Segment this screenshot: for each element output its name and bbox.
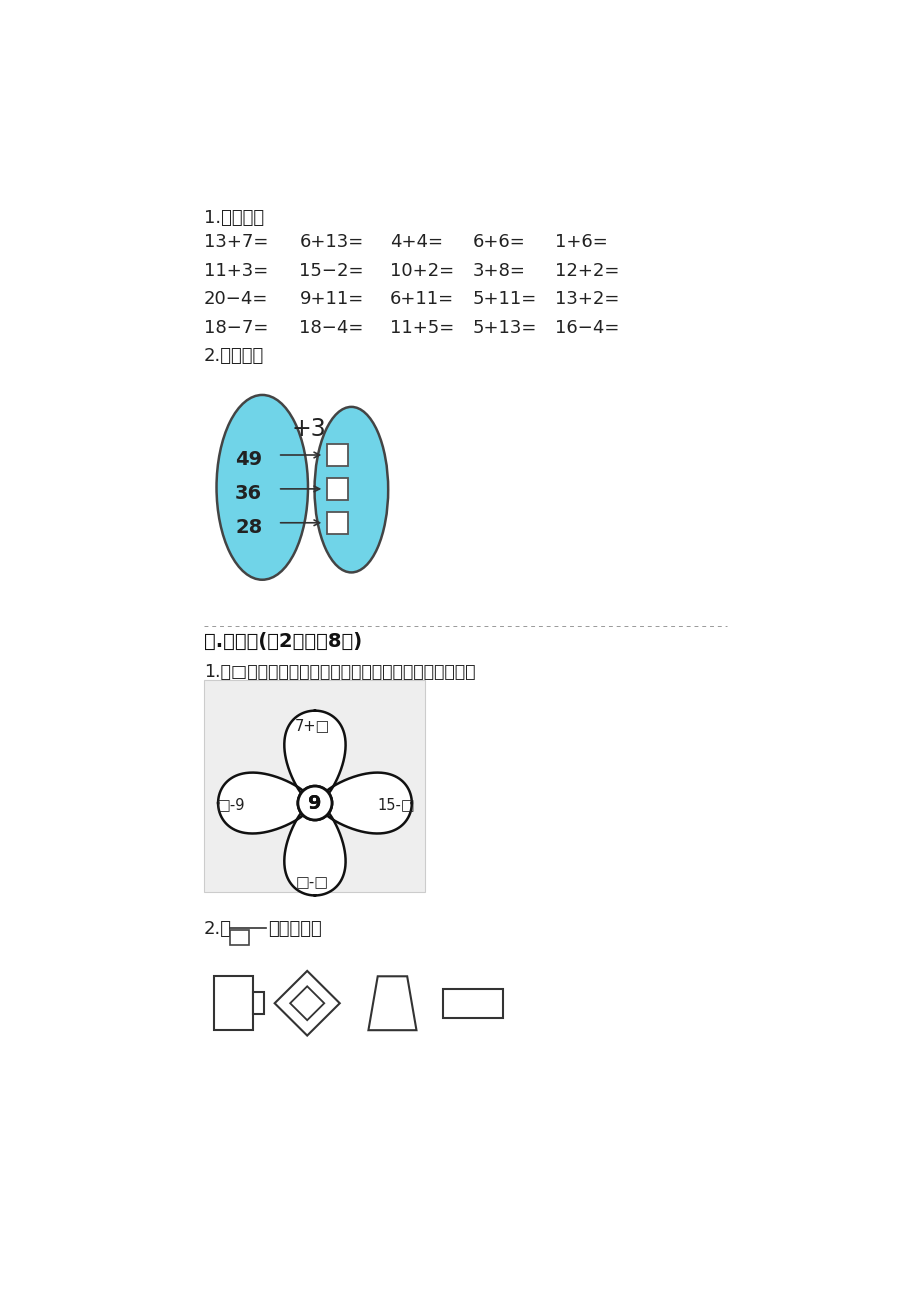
Text: 9: 9 <box>308 793 322 812</box>
Text: 12+2=: 12+2= <box>554 262 618 280</box>
Text: 16−4=: 16−4= <box>554 319 618 337</box>
Text: 2.算一算。: 2.算一算。 <box>204 348 264 365</box>
Text: 18−7=: 18−7= <box>204 319 268 337</box>
Polygon shape <box>289 987 323 1021</box>
Text: 5+11=: 5+11= <box>472 290 537 309</box>
Circle shape <box>298 786 332 820</box>
Text: 5+13=: 5+13= <box>472 319 537 337</box>
Text: 1.在□里填数，使花瓣上算式的结果与花蘊上的数相同。: 1.在□里填数，使花瓣上算式的结果与花蘊上的数相同。 <box>204 663 475 681</box>
Polygon shape <box>284 803 346 896</box>
Text: 6+6=: 6+6= <box>472 233 526 251</box>
Text: 3+8=: 3+8= <box>472 262 526 280</box>
Text: 20−4=: 20−4= <box>204 290 268 309</box>
Bar <box>326 512 348 534</box>
Text: 13+7=: 13+7= <box>204 233 268 251</box>
Text: 五.作图题(关2题，关8分): 五.作图题(关2题，关8分) <box>204 631 362 651</box>
Polygon shape <box>275 971 339 1035</box>
Text: 9+11=: 9+11= <box>299 290 363 309</box>
Text: 28: 28 <box>235 518 262 536</box>
Text: 涂上颜色。: 涂上颜色。 <box>268 921 322 937</box>
Text: 2.给: 2.给 <box>204 921 232 937</box>
Bar <box>230 930 249 945</box>
Polygon shape <box>284 711 346 803</box>
Text: 11+5=: 11+5= <box>390 319 454 337</box>
Polygon shape <box>218 772 311 833</box>
Text: 10+2=: 10+2= <box>390 262 454 280</box>
Text: 13+2=: 13+2= <box>554 290 618 309</box>
Circle shape <box>298 786 332 820</box>
Text: 11+3=: 11+3= <box>204 262 268 280</box>
Text: 15−2=: 15−2= <box>299 262 364 280</box>
Ellipse shape <box>314 408 388 573</box>
Text: 36: 36 <box>235 484 262 503</box>
Bar <box>442 988 503 1018</box>
Polygon shape <box>368 976 416 1030</box>
Text: +3: +3 <box>291 417 326 440</box>
Text: 6+11=: 6+11= <box>390 290 454 309</box>
Text: 1.算一算。: 1.算一算。 <box>204 208 264 227</box>
Text: 7+□: 7+□ <box>295 719 330 733</box>
Text: 6+13=: 6+13= <box>299 233 363 251</box>
Text: 4+4=: 4+4= <box>390 233 443 251</box>
Text: 49: 49 <box>235 450 262 469</box>
Text: 1+6=: 1+6= <box>554 233 607 251</box>
Bar <box>253 992 264 1014</box>
Ellipse shape <box>216 395 308 579</box>
Bar <box>214 976 253 1030</box>
Polygon shape <box>319 772 412 833</box>
Text: 15-□: 15-□ <box>377 797 414 812</box>
Bar <box>326 478 348 500</box>
FancyBboxPatch shape <box>204 680 425 892</box>
Text: □-9: □-9 <box>217 797 245 812</box>
Text: 18−4=: 18−4= <box>299 319 363 337</box>
Text: □-□: □-□ <box>296 875 329 889</box>
Text: 9: 9 <box>308 793 322 812</box>
Bar <box>326 444 348 466</box>
